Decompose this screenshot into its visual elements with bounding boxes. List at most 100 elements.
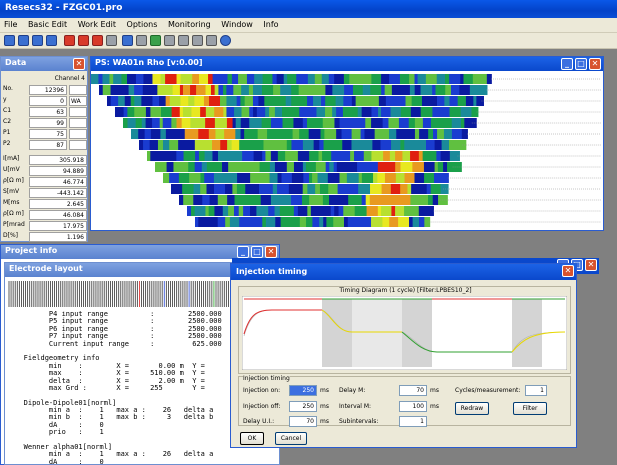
pseudosection-cell (214, 118, 225, 128)
minimize-icon[interactable]: _ (237, 246, 249, 258)
pseudosection-cell (245, 184, 255, 194)
pseudosection-cell (282, 107, 294, 117)
cancel-button[interactable]: Cancel (275, 432, 307, 445)
pseudosection-cell (398, 118, 410, 128)
subintervals-field[interactable]: 1 (399, 416, 427, 427)
print-icon[interactable] (106, 35, 117, 46)
pseudosection-cell (389, 74, 396, 84)
menu-info[interactable]: Info (263, 20, 279, 29)
pseudosection-cell (265, 151, 272, 161)
pseudosection-cell (423, 162, 436, 172)
close-icon[interactable]: ✕ (265, 246, 277, 258)
pseudosection-cell (208, 129, 216, 139)
ok-button[interactable]: OK (240, 432, 264, 445)
menu-file[interactable]: File (4, 20, 18, 29)
pseudosection-cell (347, 217, 361, 227)
new-icon[interactable] (4, 35, 15, 46)
redraw-button[interactable]: Redraw (455, 402, 489, 415)
injection-off-field[interactable]: 250 (289, 401, 317, 412)
pseudosection-cell (208, 206, 215, 216)
pseudosection-cell (196, 85, 207, 95)
menu-options[interactable]: Options (126, 20, 158, 29)
pseudosection-cell (212, 74, 221, 84)
interval-m-field[interactable]: 100 (399, 401, 427, 412)
pseudosection-cell (358, 184, 371, 194)
pseudosection-cell (404, 206, 417, 216)
timing-diagram (242, 296, 567, 370)
close-icon[interactable]: ✕ (589, 58, 601, 70)
menu-work-edit[interactable]: Work Edit (77, 20, 116, 29)
table-icon[interactable] (178, 35, 189, 46)
pseudosection-cell (212, 151, 219, 161)
minimize-icon[interactable]: _ (561, 58, 573, 70)
pseudosection-cell (323, 140, 333, 150)
list-icon[interactable] (192, 35, 203, 46)
menu-window[interactable]: Window (221, 20, 253, 29)
pseudosection-cell (262, 151, 266, 161)
voltage-decay (321, 309, 402, 333)
pseudosection-cell (298, 85, 310, 95)
close-icon[interactable]: ✕ (562, 265, 574, 277)
stop-icon[interactable] (78, 35, 89, 46)
pseudosection-cell (134, 85, 139, 95)
pseudosection-cell (390, 107, 395, 117)
pseudosection-cell (343, 74, 350, 84)
settings-icon[interactable] (164, 35, 175, 46)
pseudosection-cell (418, 195, 429, 205)
pseudosection-cell (265, 217, 276, 227)
pseudosection-cell (324, 129, 337, 139)
close-icon[interactable]: ✕ (73, 58, 85, 70)
pseudosection-cell (214, 107, 224, 117)
pseudosection-cell (437, 129, 445, 139)
pseudosection-cell (395, 74, 401, 84)
maximize-icon[interactable]: □ (575, 58, 587, 70)
delay-ui-field[interactable]: 70 (289, 416, 317, 427)
filter-button[interactable]: Filter (513, 402, 547, 415)
record-icon[interactable] (64, 35, 75, 46)
pseudosection-cell (481, 74, 488, 84)
chart-icon[interactable] (150, 35, 161, 46)
save-icon[interactable] (32, 35, 43, 46)
pseudosection-cell (274, 107, 283, 117)
data-row-value: 46.084 (29, 210, 87, 220)
cycles-field[interactable]: 1 (525, 385, 547, 396)
info-icon[interactable] (220, 35, 231, 46)
undo-icon[interactable] (122, 35, 133, 46)
pseudosection-cell (395, 162, 401, 172)
maximize-icon[interactable]: □ (251, 246, 263, 258)
pseudosection-cell (238, 74, 243, 84)
menu-basic-edit[interactable]: Basic Edit (27, 20, 68, 29)
pseudosection-plot[interactable] (91, 72, 603, 230)
info-text-line: min a : 1 max a : 26 delta a (11, 450, 214, 459)
close-icon[interactable]: ✕ (585, 259, 597, 271)
pseudosection-cell (248, 217, 256, 227)
pseudosection-cell (273, 173, 279, 183)
grid-icon[interactable] (136, 35, 147, 46)
measure-icon[interactable] (92, 35, 103, 46)
pseudosection-cell (224, 129, 236, 139)
info-text-line: P6 input range : 2500.000 (11, 324, 222, 333)
info-text-line: min : X = 0.00 m Y = (11, 361, 205, 370)
pseudosection-cell (248, 85, 254, 95)
pseudosection-cell (187, 206, 192, 216)
app-title: Resecs32 - FZGC01.pro (5, 3, 123, 13)
pseudosection-cell (205, 140, 213, 150)
pseudosection-cell (192, 74, 200, 84)
pseudosection-cell (365, 195, 371, 205)
pseudosection-cell (171, 184, 183, 194)
open-icon[interactable] (18, 35, 29, 46)
pseudosection-cell (319, 140, 325, 150)
delay-shade (512, 299, 542, 367)
delay-m-field[interactable]: 70 (399, 385, 427, 396)
injection-on-field[interactable]: 250 (289, 385, 317, 396)
pseudosection-cell (338, 195, 349, 205)
import-icon[interactable] (46, 35, 57, 46)
pseudosection-cell (206, 184, 215, 194)
pseudosection-cell (201, 162, 208, 172)
pseudosection-cell (357, 107, 363, 117)
pseudosection-cell (398, 217, 410, 227)
data-row: P[mrad 17.975 (3, 221, 87, 232)
pseudosection-cell (152, 96, 160, 106)
menu-monitoring[interactable]: Monitoring (167, 20, 211, 29)
calc-icon[interactable] (206, 35, 217, 46)
